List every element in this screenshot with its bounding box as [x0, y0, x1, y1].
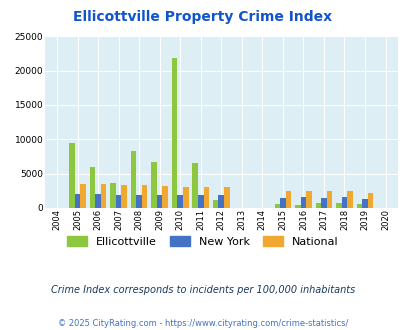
Bar — [341, 197, 346, 208]
Bar — [121, 184, 127, 208]
Bar — [177, 195, 183, 208]
Legend: Ellicottville, New York, National: Ellicottville, New York, National — [67, 236, 338, 247]
Bar — [110, 183, 115, 208]
Bar — [136, 195, 142, 208]
Bar — [69, 143, 75, 208]
Bar — [300, 197, 305, 208]
Bar — [320, 198, 326, 208]
Bar — [192, 163, 198, 208]
Bar — [156, 195, 162, 208]
Bar — [294, 205, 300, 208]
Bar — [361, 199, 367, 208]
Bar — [100, 184, 106, 208]
Text: © 2025 CityRating.com - https://www.cityrating.com/crime-statistics/: © 2025 CityRating.com - https://www.city… — [58, 319, 347, 328]
Bar — [218, 195, 224, 208]
Bar — [335, 203, 341, 208]
Bar — [162, 186, 168, 208]
Bar — [183, 187, 188, 208]
Bar — [224, 187, 229, 208]
Bar — [95, 194, 100, 208]
Bar — [90, 167, 95, 208]
Bar — [305, 191, 311, 208]
Bar — [315, 203, 320, 208]
Bar — [356, 205, 361, 208]
Bar — [130, 151, 136, 208]
Text: Ellicottville Property Crime Index: Ellicottville Property Crime Index — [73, 10, 332, 24]
Bar — [285, 191, 290, 208]
Bar — [326, 191, 331, 208]
Bar — [203, 187, 209, 208]
Bar — [151, 162, 156, 208]
Bar — [115, 195, 121, 208]
Bar — [279, 198, 285, 208]
Bar — [213, 200, 218, 208]
Bar — [274, 205, 279, 208]
Bar — [80, 184, 85, 208]
Bar — [171, 58, 177, 208]
Bar — [367, 193, 373, 208]
Bar — [346, 191, 352, 208]
Text: Crime Index corresponds to incidents per 100,000 inhabitants: Crime Index corresponds to incidents per… — [51, 285, 354, 295]
Bar — [75, 194, 80, 208]
Bar — [198, 195, 203, 208]
Bar — [142, 184, 147, 208]
